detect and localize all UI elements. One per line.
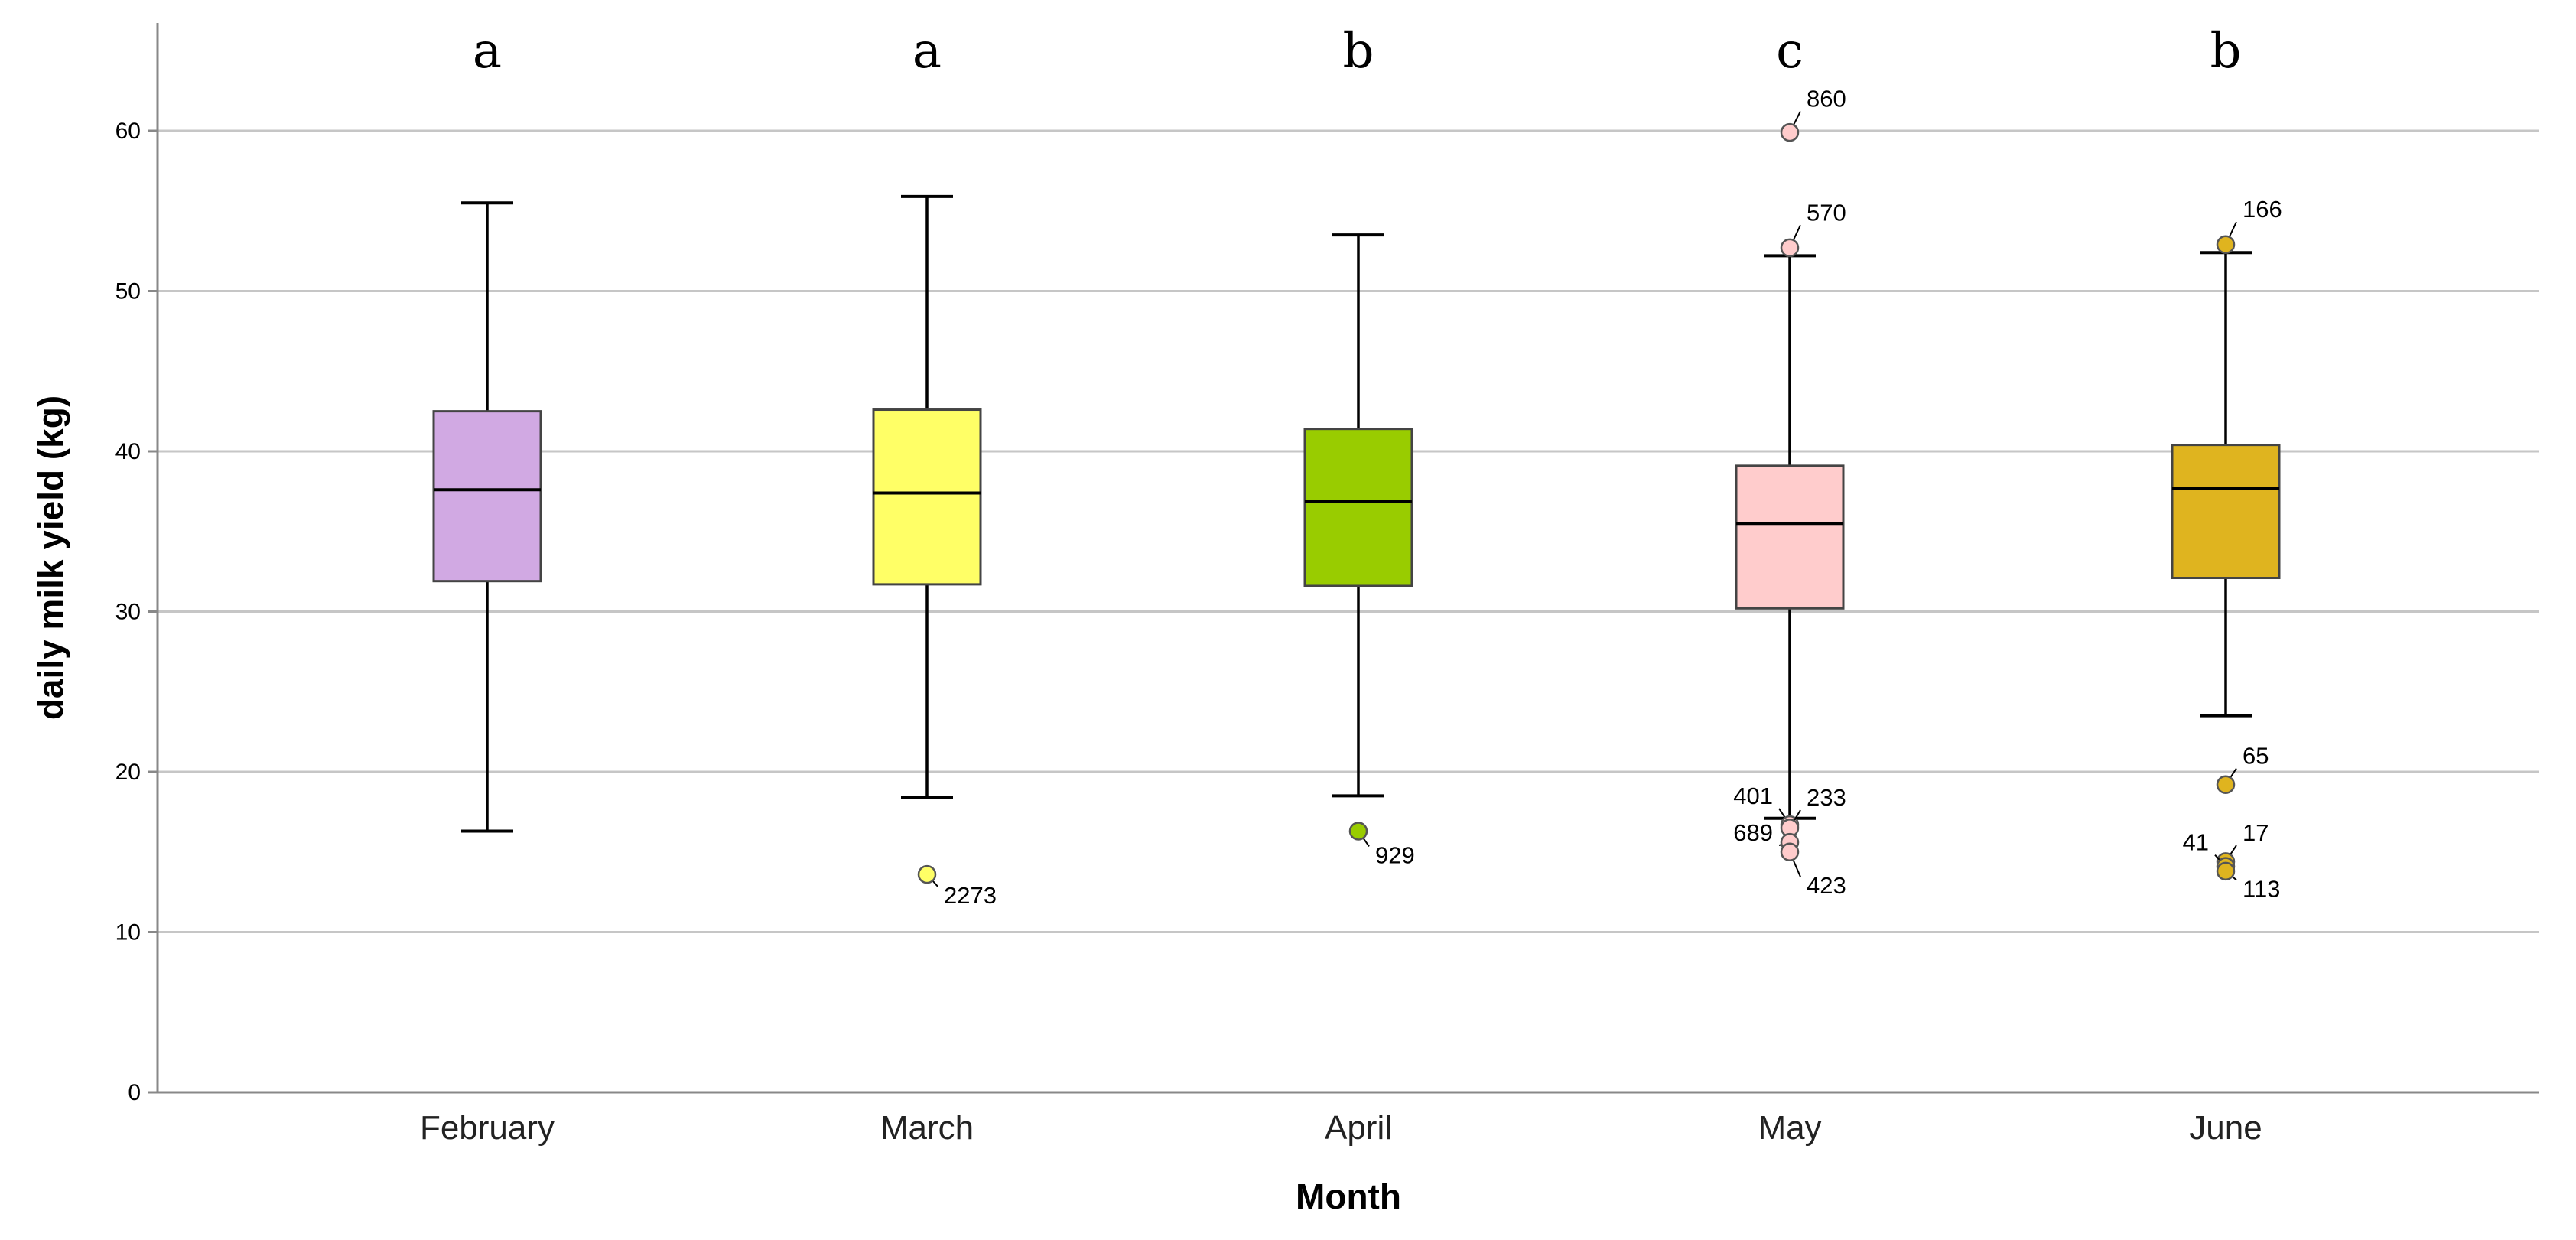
outlier-423: 423	[1780, 842, 1846, 899]
box-june	[2171, 251, 2281, 718]
y-tick-label: 50	[115, 279, 141, 304]
outliers: 2273 929 860 570 401 233 689 423 166 65 17 41 113	[917, 86, 2282, 909]
outlier-point	[2216, 775, 2236, 795]
outlier-570: 570	[1780, 199, 1846, 258]
outlier-label: 166	[2243, 196, 2282, 223]
iqr-box	[432, 410, 542, 583]
significance-letter: b	[2210, 23, 2242, 80]
box-april	[1303, 233, 1413, 798]
outlier-2273: 2273	[917, 864, 997, 909]
x-tick-label-april: April	[1325, 1109, 1392, 1147]
y-tick-label: 30	[115, 600, 141, 625]
outlier-point	[2216, 235, 2236, 254]
box-february	[432, 201, 542, 833]
y-axis-title: daily milk yield (kg)	[31, 395, 70, 720]
significance-letter: a	[912, 23, 942, 80]
outlier-label: 113	[2243, 875, 2280, 902]
iqr-box	[872, 408, 982, 586]
outlier-113: 113	[2216, 861, 2280, 902]
outlier-label: 929	[1375, 841, 1415, 868]
outlier-point	[1348, 822, 1368, 841]
x-tick-label-june: June	[2189, 1109, 2262, 1147]
outlier-label: 401	[1733, 783, 1773, 809]
y-tick-label: 10	[115, 920, 141, 945]
box-may	[1735, 254, 1845, 820]
outlier-label: 860	[1807, 86, 1846, 112]
significance-letter: a	[473, 23, 502, 80]
outlier-point	[1780, 842, 1800, 861]
outlier-929: 929	[1348, 822, 1415, 868]
outlier-label: 570	[1807, 199, 1846, 226]
outlier-label: 233	[1807, 784, 1846, 811]
iqr-box	[1303, 428, 1413, 587]
outlier-label: 423	[1807, 872, 1846, 899]
outlier-label: 2273	[944, 882, 997, 909]
outlier-label: 689	[1733, 819, 1773, 846]
outlier-label: 41	[2183, 829, 2209, 856]
box-march	[872, 194, 982, 799]
outlier-233: 233	[1780, 784, 1846, 838]
y-tick-label: 60	[115, 119, 141, 144]
significance-letter: c	[1776, 23, 1804, 80]
iqr-box	[2171, 444, 2281, 580]
outlier-860: 860	[1780, 86, 1846, 142]
grid-lines	[158, 129, 2539, 933]
significance-letter: b	[1343, 23, 1374, 80]
x-axis-title: Month	[1296, 1177, 1401, 1216]
outlier-point	[2216, 861, 2236, 881]
x-tick-label-may: May	[1758, 1109, 1821, 1147]
outlier-166: 166	[2216, 196, 2282, 254]
y-tick-label: 0	[128, 1080, 141, 1105]
outlier-label: 17	[2243, 819, 2269, 846]
outlier-point	[917, 864, 937, 884]
x-tick-label-february: February	[420, 1109, 555, 1147]
x-tick-label-march: March	[880, 1109, 974, 1147]
boxes	[432, 194, 2281, 833]
y-tick-label: 40	[115, 439, 141, 464]
outlier-label: 65	[2243, 743, 2269, 770]
y-tick-label: 20	[115, 760, 141, 785]
y-tick-labels: 0 10 20 30 40 50 60	[115, 119, 158, 1105]
outlier-point	[1780, 238, 1800, 258]
outlier-point	[1780, 122, 1800, 142]
outlier-65: 65	[2216, 743, 2269, 795]
x-tick-labels: February March April May June	[420, 1109, 2262, 1147]
iqr-box	[1735, 464, 1845, 610]
axes	[156, 23, 2539, 1094]
